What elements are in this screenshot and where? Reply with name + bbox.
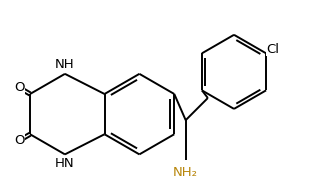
Text: HN: HN: [55, 157, 75, 170]
Text: Cl: Cl: [267, 43, 280, 56]
Text: NH: NH: [55, 59, 75, 71]
Text: O: O: [14, 81, 25, 94]
Text: NH₂: NH₂: [173, 166, 198, 180]
Text: O: O: [14, 134, 25, 147]
